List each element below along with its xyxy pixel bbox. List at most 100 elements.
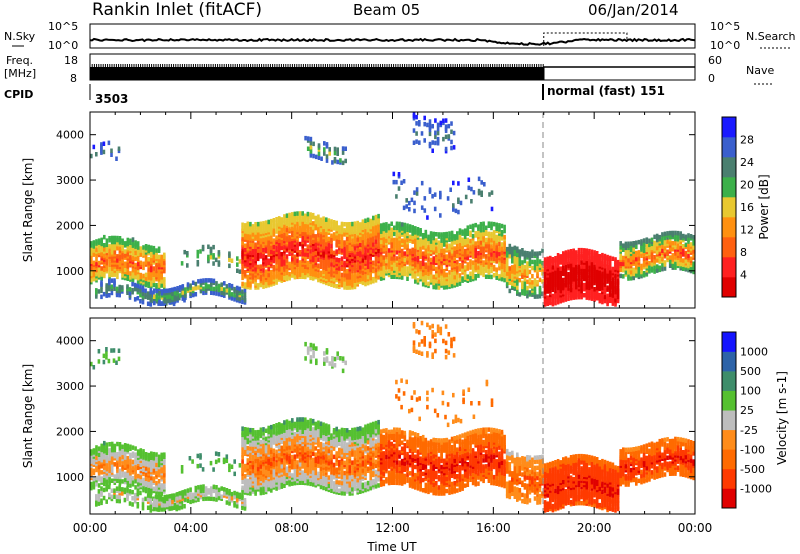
echo-cell [543,281,547,287]
echo-cell [306,230,310,235]
echo-cell [526,261,529,266]
echo-cell [434,134,437,140]
echo-cell [243,287,247,293]
echo-cell [450,139,453,145]
echo-cell [95,482,98,487]
echo-cell [674,240,677,246]
echo-cell [298,250,302,255]
echo-cell [427,234,430,240]
echo-cell [160,291,164,296]
echo-cell [533,265,537,271]
echo-cell [264,255,268,260]
echo-cell [528,284,532,289]
echo-cell [131,482,135,487]
echo-cell [521,264,524,269]
echo-cell [377,240,380,245]
echo-cell [235,285,239,291]
echo-cell [637,266,641,271]
echo-cell [648,267,651,272]
echo-cell [406,276,409,281]
echo-cell [487,250,491,255]
echo-cell [648,238,651,243]
echo-cell [319,258,323,263]
echo-cell [108,286,111,292]
echo-cell [277,248,281,254]
echo-cell [116,441,119,447]
echo-cell [194,292,198,297]
echo-cell [123,241,127,246]
echo-cell [424,237,428,243]
echo-cell [400,275,404,280]
echo-cell [256,283,260,288]
echo-cell [598,292,602,298]
echo-cell [100,270,103,275]
echo-cell [126,274,130,279]
echo-cell [541,248,544,254]
echo-cell [267,219,270,225]
echo-cell [439,213,442,218]
echo-cell [533,278,537,283]
echo-cell [186,263,189,268]
echo-cell [442,242,446,247]
echo-cell [523,291,527,296]
echo-cell [144,280,148,286]
echo-cell [526,269,529,274]
echo-cell [588,273,591,278]
echo-cell [559,254,562,259]
echo-cell [317,155,321,160]
echo-cell [461,229,464,234]
echo-cell [564,291,568,296]
echo-cell [338,258,341,263]
echo-cell [482,272,485,278]
echo-cell [444,146,448,152]
echo-cell [412,111,416,117]
echo-cell [147,248,150,254]
echo-cell [466,237,470,243]
echo-cell [105,442,109,447]
echo-cell [306,146,310,151]
echo-cell [191,292,195,298]
echo-cell [100,280,103,285]
echo-cell [343,228,346,233]
echo-cell [500,242,504,247]
echo-cell [155,268,158,274]
echo-cell [572,270,575,276]
echo-cell [687,261,690,267]
echo-cell [288,212,291,218]
echo-cell [270,229,273,234]
echo-cell [661,256,664,262]
echo-cell [521,260,524,265]
echo-cell [505,281,509,287]
echo-cell [385,258,388,264]
echo-cell [100,470,103,475]
echo-cell [230,296,234,301]
echo-cell [142,245,145,250]
echo-cell [134,452,137,457]
echo-cell [100,237,103,243]
echo-cell [575,268,578,273]
echo-cell [432,256,435,261]
echo-cell [372,260,375,266]
echo-cell [446,196,450,201]
echo-cell [230,283,234,289]
echo-cell [256,236,260,241]
echo-cell [168,288,172,293]
echo-cell [593,250,596,255]
echo-cell [650,258,654,263]
echo-cell [118,236,122,241]
echo-cell [456,274,459,279]
echo-cell [490,231,493,237]
echo-cell [306,211,310,217]
echo-cell [477,224,480,229]
echo-cell [160,254,163,260]
echo-cell [113,235,117,241]
echo-cell [423,138,426,143]
colorbar-tick-label: 24 [740,156,754,169]
echo-cell [637,239,641,245]
echo-cell [413,200,416,206]
echo-cell [577,276,581,281]
echo-cell [241,259,244,264]
echo-cell [139,292,142,298]
echo-cell [445,244,449,249]
echo-cell [178,287,181,293]
